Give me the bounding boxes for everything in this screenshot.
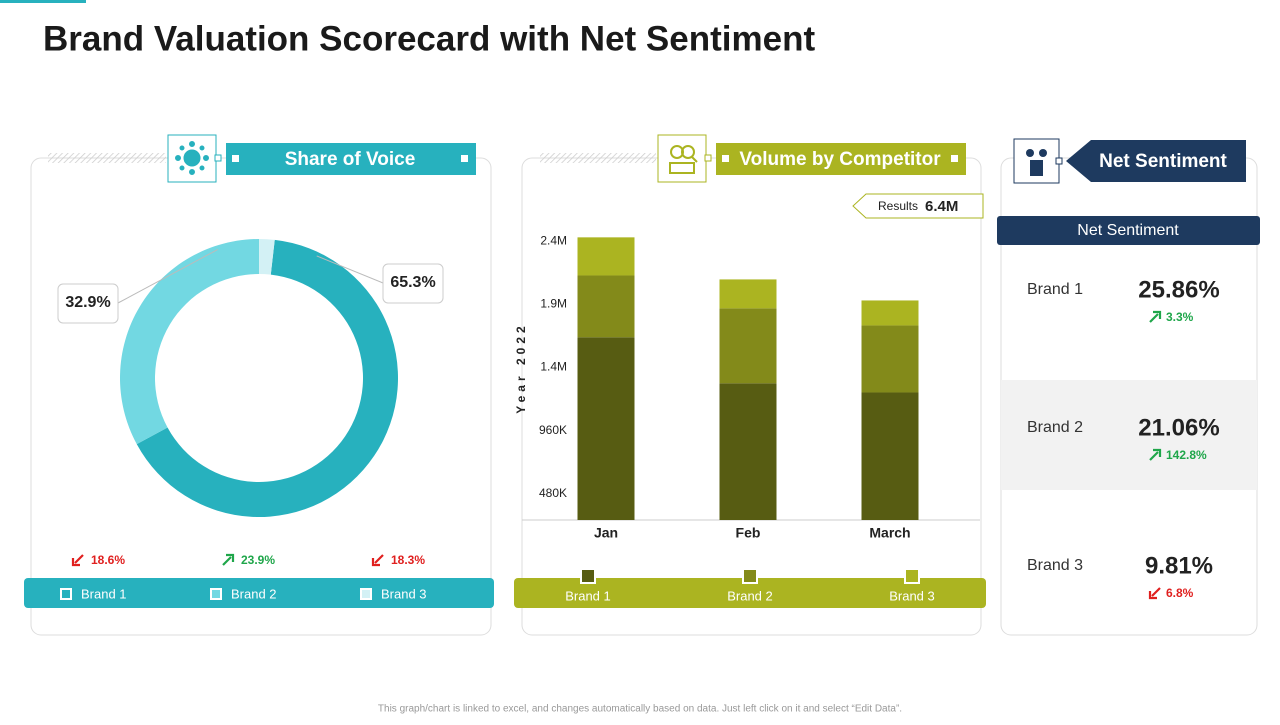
x-tick-label: Jan bbox=[594, 525, 618, 541]
icon bbox=[175, 141, 209, 175]
icon bbox=[1026, 149, 1047, 176]
connector bbox=[214, 154, 222, 162]
bar-segment bbox=[719, 383, 777, 520]
legend-swatch bbox=[904, 568, 920, 584]
change-label: 142.8% bbox=[1166, 448, 1207, 462]
hatch bbox=[48, 153, 166, 163]
connector bbox=[704, 154, 712, 162]
sentiment-value: 25.86% bbox=[1138, 276, 1219, 303]
y-tick-label: 960K bbox=[539, 423, 567, 437]
legend-label: Brand 1 bbox=[81, 586, 127, 601]
bullet bbox=[722, 155, 729, 162]
y-axis-label: Year 2022 bbox=[514, 322, 528, 413]
bar-segment bbox=[719, 308, 777, 384]
x-tick-label: Feb bbox=[736, 525, 761, 541]
legend-bar bbox=[24, 578, 494, 608]
sentiment-value: 9.81% bbox=[1145, 552, 1213, 579]
legend-swatch bbox=[360, 588, 372, 600]
annotation-box bbox=[852, 193, 984, 219]
y-tick-label: 1.9M bbox=[540, 297, 567, 311]
trend-arrow bbox=[1149, 448, 1162, 461]
bar-segment bbox=[861, 325, 919, 393]
row-band bbox=[1001, 380, 1257, 490]
trend-arrow bbox=[1149, 310, 1162, 323]
legend-label: Brand 1 bbox=[565, 588, 611, 603]
change-label: 23.9% bbox=[241, 553, 275, 567]
donut-slice bbox=[120, 239, 260, 445]
panel-title: Share of Voice bbox=[285, 149, 416, 170]
brand-label: Brand 3 bbox=[1027, 557, 1083, 574]
data-label: 32.9% bbox=[65, 294, 110, 311]
bullet bbox=[232, 155, 239, 162]
page-title: Brand Valuation Scorecard with Net Senti… bbox=[43, 19, 815, 58]
change-label: 18.3% bbox=[391, 553, 425, 567]
callout-line bbox=[117, 248, 219, 304]
legend-bar bbox=[514, 578, 986, 608]
legend-label: Brand 2 bbox=[727, 588, 773, 603]
accent-bar bbox=[0, 0, 86, 3]
hatch bbox=[540, 153, 656, 163]
legend-swatch bbox=[580, 568, 596, 584]
annotation-label: Results bbox=[878, 199, 918, 213]
legend-swatch bbox=[742, 568, 758, 584]
header-banner bbox=[226, 143, 476, 175]
header-banner bbox=[1066, 140, 1246, 182]
bar-segment bbox=[577, 337, 635, 520]
bar-segment bbox=[577, 275, 635, 338]
bar-segment bbox=[861, 392, 919, 520]
trend-arrow bbox=[1148, 587, 1161, 600]
legend-label: Brand 3 bbox=[889, 588, 935, 603]
table-header bbox=[997, 216, 1260, 245]
change-label: 18.6% bbox=[91, 553, 125, 567]
bullet bbox=[951, 155, 958, 162]
legend-label: Brand 3 bbox=[381, 586, 427, 601]
legend-swatch bbox=[210, 588, 222, 600]
trend-arrow bbox=[71, 554, 84, 567]
change-label: 6.8% bbox=[1166, 586, 1194, 600]
data-label: 65.3% bbox=[390, 274, 435, 291]
y-tick-label: 480K bbox=[539, 486, 567, 500]
header-banner bbox=[716, 143, 966, 175]
callout-line bbox=[316, 255, 384, 284]
icon bbox=[669, 145, 698, 174]
annotation-value: 6.4M bbox=[925, 198, 958, 215]
sentiment-value: 21.06% bbox=[1138, 414, 1219, 441]
bar-segment bbox=[577, 237, 635, 276]
callout-box bbox=[382, 263, 444, 304]
x-tick-label: March bbox=[869, 525, 910, 541]
icon-box bbox=[657, 134, 707, 183]
y-tick-label: 2.4M bbox=[540, 233, 567, 247]
bar-segment bbox=[861, 300, 919, 326]
footer-note: This graph/chart is linked to excel, and… bbox=[378, 704, 902, 715]
table-header-text: Net Sentiment bbox=[1077, 222, 1179, 239]
legend-swatch bbox=[60, 588, 72, 600]
bar-segment bbox=[719, 279, 777, 309]
brand-label: Brand 1 bbox=[1027, 281, 1083, 298]
brand-label: Brand 2 bbox=[1027, 419, 1083, 436]
donut-slice bbox=[259, 239, 275, 275]
connector bbox=[1055, 157, 1063, 165]
legend-label: Brand 2 bbox=[231, 586, 277, 601]
y-tick-label: 1.4M bbox=[540, 360, 567, 374]
change-label: 3.3% bbox=[1166, 310, 1194, 324]
trend-arrow bbox=[222, 553, 235, 566]
panel-title: Net Sentiment bbox=[1099, 151, 1227, 172]
trend-arrow bbox=[371, 554, 384, 567]
bullet bbox=[461, 155, 468, 162]
panel-title: Volume by Competitor bbox=[739, 149, 941, 170]
callout-box bbox=[57, 283, 119, 324]
